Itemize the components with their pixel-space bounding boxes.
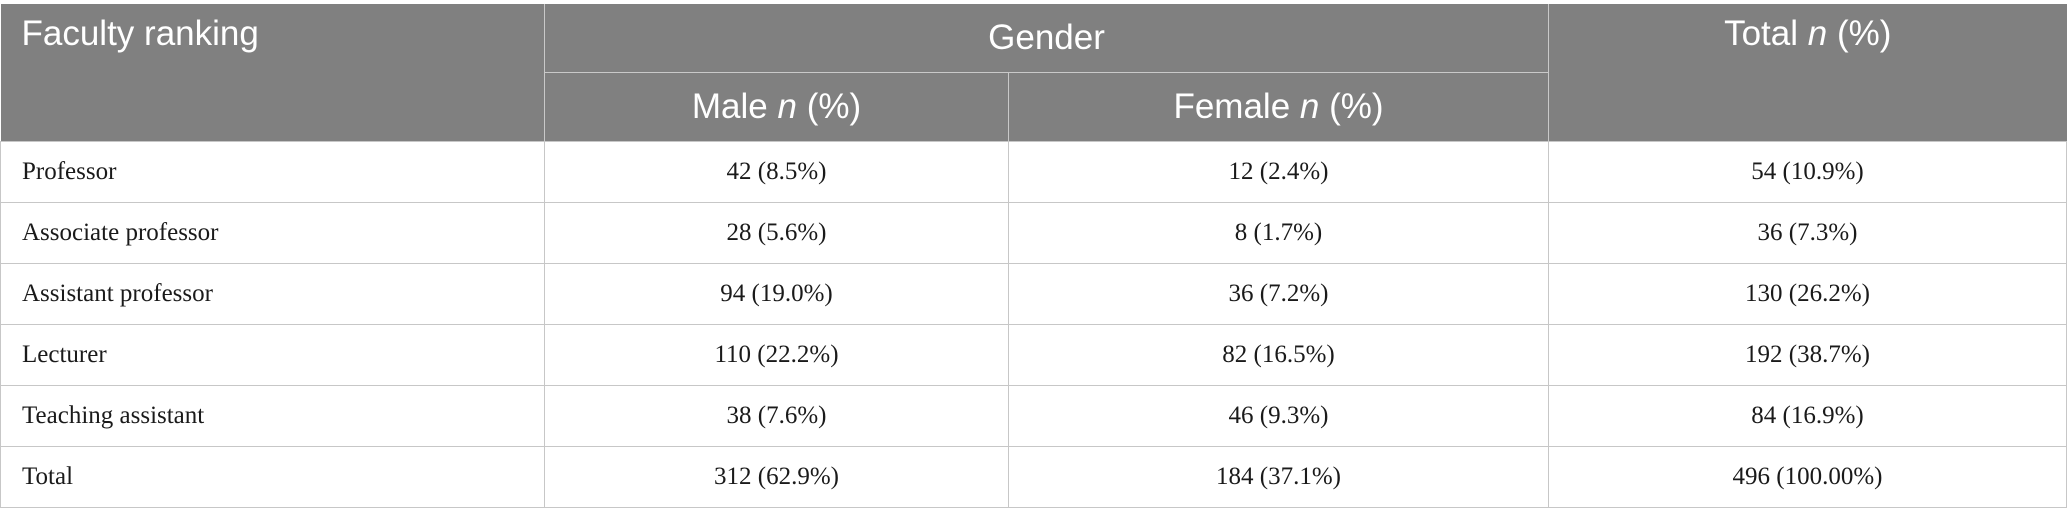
male-cell: 312 (62.9%): [544, 446, 1009, 508]
table-row: Lecturer 110 (22.2%) 82 (16.5%) 192 (38.…: [0, 324, 2067, 386]
data-table-container: Faculty ranking Gender Total n (%) Male …: [0, 4, 2067, 508]
row-label: Total: [0, 446, 545, 508]
female-cell: 8 (1.7%): [1008, 202, 1549, 264]
header-total-pct: (%): [1836, 14, 1892, 53]
header-gender-label: Gender: [988, 18, 1105, 57]
female-cell: 184 (37.1%): [1008, 446, 1549, 508]
header-male-n: n: [777, 87, 797, 126]
male-cell: 110 (22.2%): [544, 324, 1009, 386]
table-header: Faculty ranking Gender Total n (%) Male …: [0, 4, 2067, 142]
header-total: Total n (%): [1548, 4, 2067, 142]
table-row: Professor 42 (8.5%) 12 (2.4%) 54 (10.9%): [0, 141, 2067, 203]
table-row: Assistant professor 94 (19.0%) 36 (7.2%)…: [0, 263, 2067, 325]
male-cell: 94 (19.0%): [544, 263, 1009, 325]
header-faculty-ranking-label: Faculty ranking: [21, 14, 259, 53]
header-gender-group: Gender: [544, 4, 1549, 73]
header-female-pct: (%): [1329, 87, 1384, 126]
faculty-gender-table: Faculty ranking Gender Total n (%) Male …: [0, 4, 2067, 508]
male-cell: 38 (7.6%): [544, 385, 1009, 447]
female-cell: 12 (2.4%): [1008, 141, 1549, 203]
female-cell: 82 (16.5%): [1008, 324, 1549, 386]
total-cell: 54 (10.9%): [1548, 141, 2067, 203]
row-label: Lecturer: [0, 324, 545, 386]
table-body: Professor 42 (8.5%) 12 (2.4%) 54 (10.9%)…: [0, 141, 2067, 508]
female-cell: 46 (9.3%): [1008, 385, 1549, 447]
male-cell: 28 (5.6%): [544, 202, 1009, 264]
table-row: Associate professor 28 (5.6%) 8 (1.7%) 3…: [0, 202, 2067, 264]
female-cell: 36 (7.2%): [1008, 263, 1549, 325]
header-female-n: n: [1299, 87, 1320, 126]
header-total-n: n: [1807, 14, 1828, 53]
header-male-pct: (%): [806, 87, 862, 126]
header-total-label: Total: [1724, 14, 1799, 53]
header-male-label: Male: [691, 87, 768, 126]
row-label: Professor: [0, 141, 545, 203]
total-cell: 36 (7.3%): [1548, 202, 2067, 264]
total-cell: 192 (38.7%): [1548, 324, 2067, 386]
total-cell: 496 (100.00%): [1548, 446, 2067, 508]
header-female-label: Female: [1173, 87, 1291, 126]
row-label: Teaching assistant: [0, 385, 545, 447]
total-cell: 130 (26.2%): [1548, 263, 2067, 325]
row-label: Assistant professor: [0, 263, 545, 325]
male-cell: 42 (8.5%): [544, 141, 1009, 203]
total-cell: 84 (16.9%): [1548, 385, 2067, 447]
header-male: Male n (%): [544, 72, 1009, 142]
table-row-total: Total 312 (62.9%) 184 (37.1%) 496 (100.0…: [0, 446, 2067, 508]
row-label: Associate professor: [0, 202, 545, 264]
header-faculty-ranking: Faculty ranking: [0, 4, 545, 142]
header-female: Female n (%): [1008, 72, 1549, 142]
table-row: Teaching assistant 38 (7.6%) 46 (9.3%) 8…: [0, 385, 2067, 447]
